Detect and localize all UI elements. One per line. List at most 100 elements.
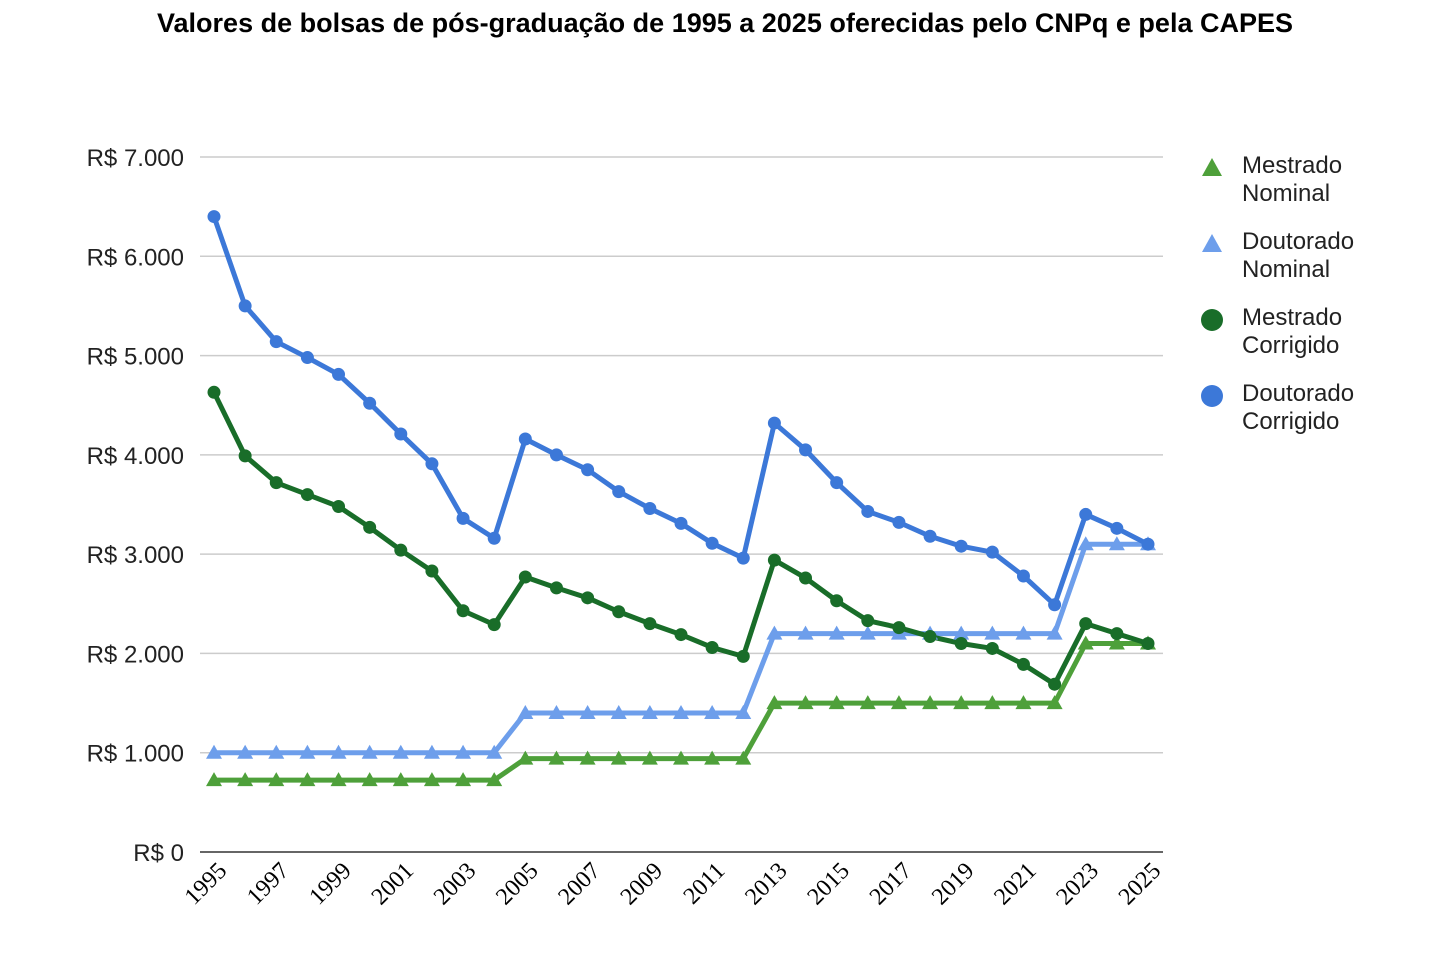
data-point — [237, 744, 254, 759]
data-point — [486, 772, 503, 787]
data-point — [1108, 536, 1125, 551]
x-tick-label: 1999 — [304, 858, 356, 910]
legend-item: Doutorado Nominal — [1200, 228, 1440, 304]
data-point — [735, 750, 752, 765]
data-point — [518, 432, 532, 446]
data-point — [1077, 635, 1094, 650]
data-point — [1141, 637, 1155, 650]
data-point — [612, 485, 626, 499]
data-point — [517, 705, 534, 719]
data-point — [207, 385, 221, 399]
data-point — [890, 695, 907, 710]
data-point — [736, 551, 750, 565]
data-point — [579, 750, 596, 765]
data-point — [704, 750, 721, 765]
data-point — [1108, 635, 1125, 650]
data-point — [361, 744, 378, 759]
data-point — [456, 511, 470, 525]
data-point — [766, 625, 783, 640]
x-tick-label: 2013 — [740, 858, 792, 910]
data-point — [797, 695, 814, 710]
data-point — [704, 705, 721, 719]
data-point — [487, 618, 501, 632]
data-point — [425, 564, 439, 578]
data-point — [238, 299, 252, 313]
legend-item: Mestrado Corrigido — [1200, 304, 1440, 380]
legend-label: Doutorado Nominal — [1242, 228, 1355, 283]
data-point — [797, 625, 814, 640]
legend-item: Mestrado Nominal — [1200, 152, 1440, 228]
data-point — [892, 515, 906, 529]
data-point — [1016, 657, 1030, 671]
y-tick-label: R$ 0 — [133, 840, 184, 867]
legend: Mestrado Nominal Doutorado Nominal Mestrad… — [1200, 152, 1440, 456]
data-point — [953, 625, 970, 640]
data-point — [1110, 627, 1124, 641]
data-point — [923, 529, 937, 543]
data-point — [394, 543, 408, 557]
data-point — [548, 750, 565, 765]
y-tick-label: R$ 3.000 — [87, 542, 184, 569]
chart-title: Valores de bolsas de pós-graduação de 19… — [157, 8, 1293, 38]
x-tick-label: 2025 — [1114, 858, 1166, 910]
data-point — [828, 625, 845, 640]
triangle-marker-icon — [1202, 234, 1222, 252]
x-tick-label: 2009 — [616, 858, 668, 910]
data-point — [705, 640, 719, 654]
y-tick-label: R$ 6.000 — [87, 244, 184, 271]
data-point — [984, 695, 1001, 710]
data-point — [674, 628, 688, 642]
data-point — [1015, 625, 1032, 640]
data-point — [1110, 521, 1124, 535]
data-point — [892, 621, 906, 635]
y-tick-label: R$ 4.000 — [87, 443, 184, 470]
data-point — [954, 637, 968, 650]
circle-marker-icon — [1201, 385, 1223, 407]
data-point — [548, 705, 565, 719]
data-point — [332, 499, 346, 513]
x-tick-label: 2005 — [491, 858, 543, 910]
data-point — [861, 504, 875, 518]
data-point — [581, 591, 595, 605]
data-point — [643, 617, 657, 631]
data-point — [859, 625, 876, 640]
data-point — [984, 625, 1001, 640]
data-point — [269, 335, 283, 349]
data-point — [425, 457, 439, 471]
data-point — [673, 705, 689, 719]
x-tick-label: 2023 — [1052, 858, 1104, 910]
data-point — [1141, 537, 1155, 551]
x-tick-label: 2019 — [927, 858, 979, 910]
data-point — [1048, 598, 1062, 612]
data-point — [456, 604, 470, 618]
data-point — [641, 705, 658, 719]
data-point — [394, 427, 408, 441]
legend-label: Mestrado Nominal — [1242, 152, 1343, 207]
data-point — [612, 605, 626, 619]
data-point — [767, 416, 781, 430]
data-point — [549, 448, 563, 462]
data-point — [954, 539, 968, 553]
data-point — [736, 649, 750, 663]
data-point — [299, 744, 316, 759]
x-tick-label: 1995 — [180, 858, 232, 910]
data-point — [830, 594, 844, 608]
data-point — [549, 581, 563, 595]
data-point — [923, 630, 937, 644]
data-point — [766, 695, 783, 710]
data-point — [332, 367, 346, 381]
data-point — [300, 488, 314, 502]
triangle-marker-icon — [1202, 158, 1222, 176]
data-point — [207, 210, 221, 224]
data-point — [392, 744, 409, 759]
data-point — [299, 772, 316, 787]
data-point — [423, 772, 440, 787]
data-point — [1079, 507, 1093, 521]
data-point — [735, 705, 752, 719]
data-point — [799, 443, 813, 457]
data-point — [1079, 617, 1093, 631]
data-point — [237, 772, 254, 787]
x-tick-label: 2003 — [429, 858, 481, 910]
data-point — [1048, 677, 1062, 691]
data-point — [610, 750, 627, 765]
